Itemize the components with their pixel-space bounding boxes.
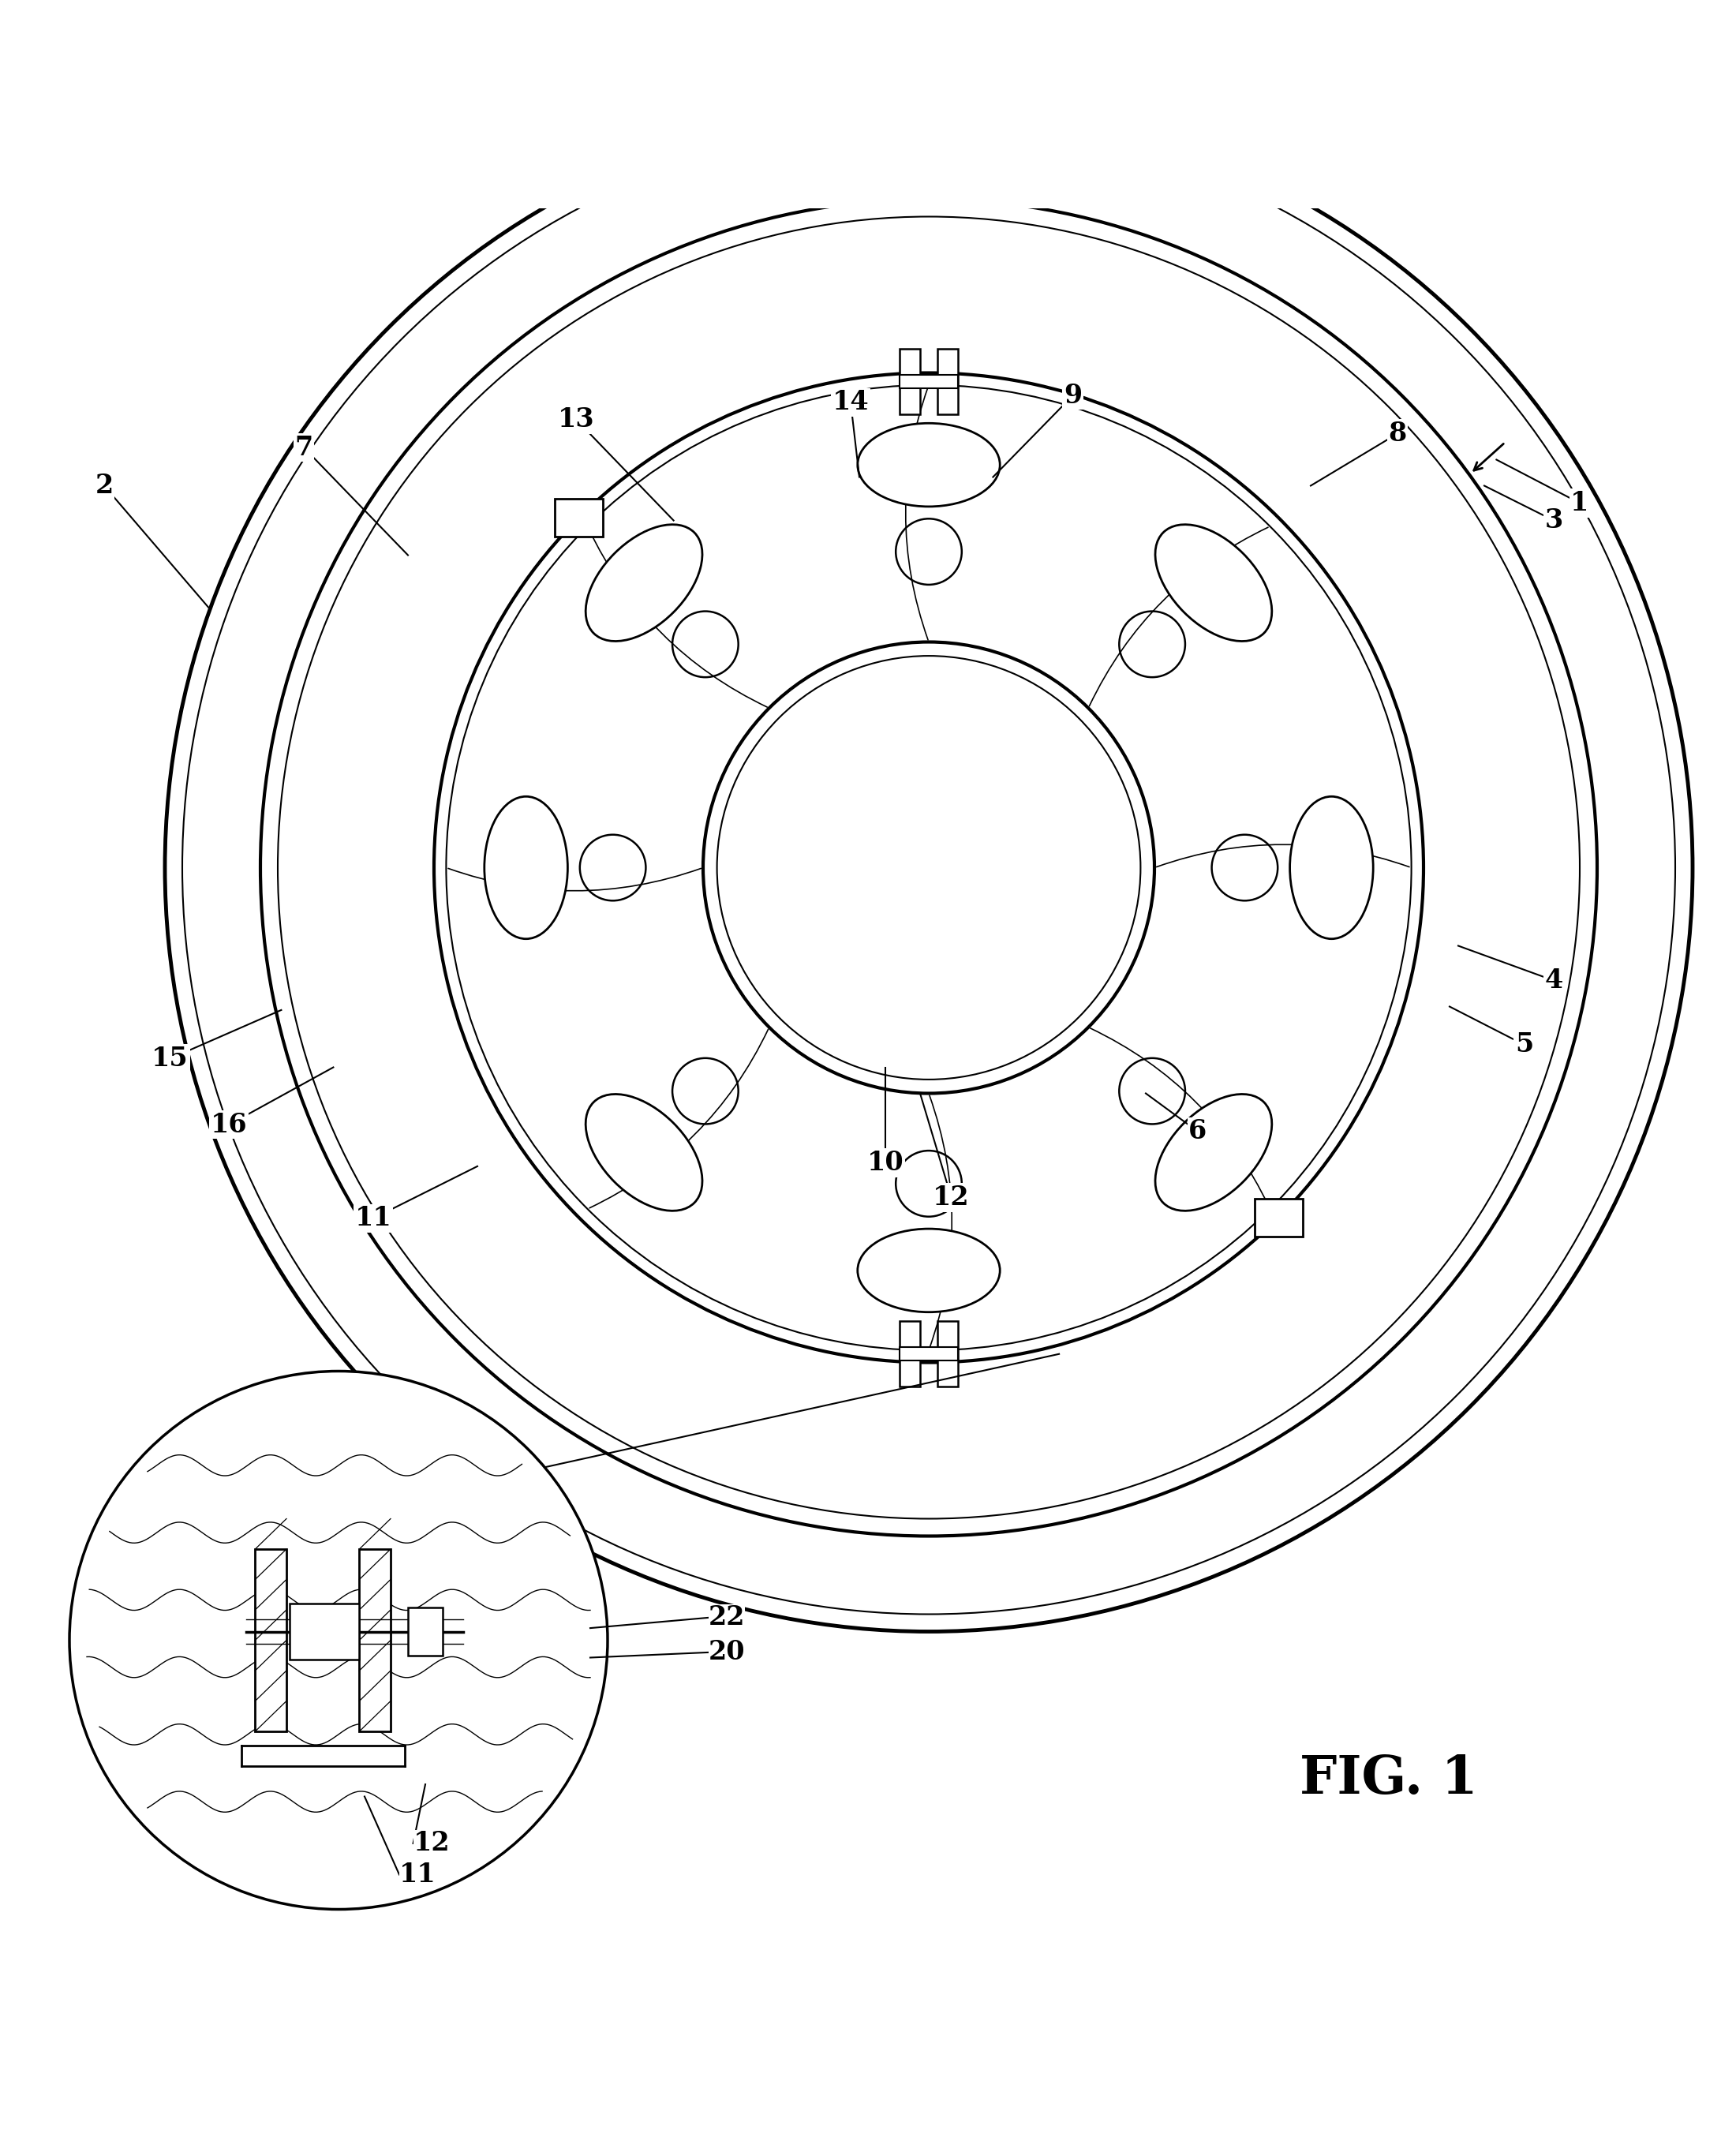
Bar bbox=[290, 1603, 359, 1659]
Text: 11: 11 bbox=[354, 1205, 392, 1231]
Ellipse shape bbox=[484, 796, 568, 938]
Bar bbox=[899, 374, 958, 390]
Ellipse shape bbox=[1154, 525, 1272, 641]
Text: 13: 13 bbox=[557, 407, 595, 433]
Text: 3: 3 bbox=[1545, 508, 1562, 534]
Bar bbox=[937, 349, 958, 415]
Bar bbox=[359, 1549, 391, 1732]
Text: 15: 15 bbox=[151, 1046, 189, 1072]
Ellipse shape bbox=[585, 525, 703, 641]
Ellipse shape bbox=[1290, 796, 1373, 938]
Text: 10: 10 bbox=[866, 1149, 904, 1175]
Text: 4: 4 bbox=[1545, 968, 1562, 994]
Text: 11: 11 bbox=[399, 1861, 436, 1887]
Text: 5: 5 bbox=[1516, 1031, 1533, 1059]
Text: 14: 14 bbox=[832, 390, 870, 415]
Bar bbox=[255, 1549, 286, 1732]
Bar bbox=[899, 349, 920, 415]
Bar bbox=[899, 1347, 958, 1360]
Ellipse shape bbox=[858, 1229, 1000, 1313]
Text: 20: 20 bbox=[708, 1640, 745, 1666]
Bar bbox=[554, 499, 602, 536]
Text: FIG. 1: FIG. 1 bbox=[1300, 1754, 1477, 1806]
Text: 7: 7 bbox=[295, 435, 312, 461]
Circle shape bbox=[69, 1371, 608, 1909]
Bar bbox=[937, 1321, 958, 1386]
Text: 2: 2 bbox=[95, 473, 113, 499]
Text: 16: 16 bbox=[210, 1113, 248, 1138]
Bar bbox=[899, 1321, 920, 1386]
Bar bbox=[408, 1608, 443, 1655]
Text: 1: 1 bbox=[1571, 491, 1588, 516]
Text: 6: 6 bbox=[1189, 1119, 1207, 1145]
Ellipse shape bbox=[585, 1093, 703, 1212]
Text: 8: 8 bbox=[1389, 420, 1406, 448]
Ellipse shape bbox=[1154, 1093, 1272, 1212]
Text: 12: 12 bbox=[932, 1184, 970, 1212]
Text: 12: 12 bbox=[413, 1831, 450, 1857]
Text: 22: 22 bbox=[708, 1605, 745, 1631]
Ellipse shape bbox=[858, 424, 1000, 506]
Text: 9: 9 bbox=[1064, 383, 1082, 409]
Bar bbox=[1255, 1199, 1304, 1237]
